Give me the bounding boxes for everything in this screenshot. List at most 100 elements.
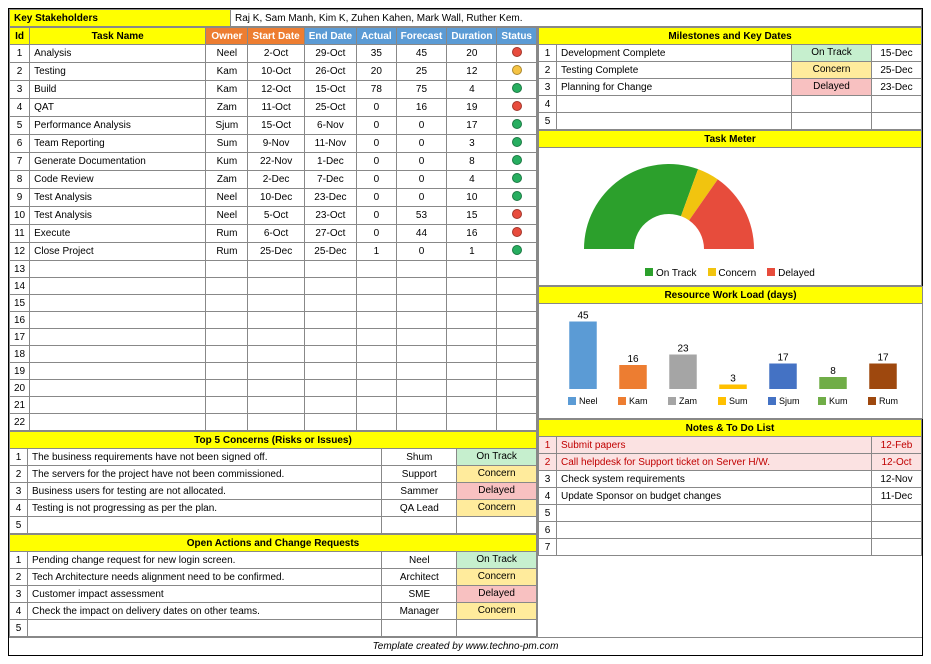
task-actual[interactable] [357,363,397,380]
concern-text[interactable]: Testing is not progressing as per the pl… [27,500,381,517]
concern-owner[interactable] [382,517,457,534]
task-end[interactable] [304,380,356,397]
task-start[interactable]: 10-Dec [248,189,304,207]
concern-row[interactable]: 3Business users for testing are not allo… [10,483,537,500]
task-forecast[interactable] [396,397,447,414]
task-actual[interactable]: 0 [357,153,397,171]
task-name[interactable] [30,346,206,363]
task-actual[interactable]: 0 [357,171,397,189]
milestone-row[interactable]: 1Development CompleteOn Track15-Dec [539,45,922,62]
task-row[interactable]: 4QATZam11-Oct25-Oct01619 [10,99,537,117]
task-forecast[interactable]: 0 [396,153,447,171]
task-row[interactable]: 9Test AnalysisNeel10-Dec23-Dec0010 [10,189,537,207]
task-name[interactable] [30,380,206,397]
task-forecast[interactable]: 75 [396,81,447,99]
task-owner[interactable] [206,329,248,346]
task-actual[interactable] [357,295,397,312]
task-start[interactable]: 11-Oct [248,99,304,117]
note-row[interactable]: 5 [539,505,922,522]
task-duration[interactable] [447,278,497,295]
task-end[interactable]: 1-Dec [304,153,356,171]
task-owner[interactable]: Kam [206,63,248,81]
task-end[interactable] [304,397,356,414]
milestone-row[interactable]: 3Planning for ChangeDelayed23-Dec [539,79,922,96]
task-start[interactable] [248,414,304,431]
task-actual[interactable]: 0 [357,99,397,117]
action-text[interactable]: Customer impact assessment [27,586,381,603]
concern-row[interactable]: 4Testing is not progressing as per the p… [10,500,537,517]
note-row[interactable]: 1Submit papers12-Feb [539,437,922,454]
task-forecast[interactable]: 45 [396,45,447,63]
task-owner[interactable]: Rum [206,225,248,243]
task-actual[interactable]: 0 [357,225,397,243]
task-row[interactable]: 16 [10,312,537,329]
task-name[interactable] [30,414,206,431]
task-actual[interactable]: 0 [357,135,397,153]
task-end[interactable]: 25-Dec [304,243,356,261]
task-end[interactable]: 6-Nov [304,117,356,135]
task-name[interactable]: Build [30,81,206,99]
task-start[interactable] [248,295,304,312]
task-row[interactable]: 10Test AnalysisNeel5-Oct23-Oct05315 [10,207,537,225]
task-forecast[interactable] [396,329,447,346]
task-duration[interactable] [447,363,497,380]
task-forecast[interactable] [396,414,447,431]
task-owner[interactable]: Kum [206,153,248,171]
task-start[interactable] [248,261,304,278]
task-name[interactable] [30,261,206,278]
stakeholders-value[interactable]: Raj K, Sam Manh, Kim K, Zuhen Kahen, Mar… [231,10,922,27]
note-date[interactable] [872,505,922,522]
task-duration[interactable] [447,261,497,278]
task-end[interactable]: 23-Dec [304,189,356,207]
task-start[interactable]: 25-Dec [248,243,304,261]
note-text[interactable]: Call helpdesk for Support ticket on Serv… [557,454,872,471]
note-row[interactable]: 7 [539,539,922,556]
concern-text[interactable] [27,517,381,534]
task-row[interactable]: 8Code ReviewZam2-Dec7-Dec004 [10,171,537,189]
task-forecast[interactable]: 0 [396,189,447,207]
note-row[interactable]: 3Check system requirements12-Nov [539,471,922,488]
note-row[interactable]: 4Update Sponsor on budget changes11-Dec [539,488,922,505]
task-duration[interactable]: 3 [447,135,497,153]
task-start[interactable] [248,346,304,363]
task-end[interactable]: 29-Oct [304,45,356,63]
concern-owner[interactable]: Support [382,466,457,483]
task-owner[interactable]: Neel [206,45,248,63]
task-actual[interactable]: 0 [357,189,397,207]
task-owner[interactable] [206,363,248,380]
task-row[interactable]: 20 [10,380,537,397]
task-forecast[interactable] [396,312,447,329]
task-row[interactable]: 12Close ProjectRum25-Dec25-Dec101 [10,243,537,261]
task-start[interactable] [248,380,304,397]
task-forecast[interactable] [396,380,447,397]
task-owner[interactable]: Kam [206,81,248,99]
action-row[interactable]: 5 [10,620,537,637]
note-date[interactable] [872,522,922,539]
task-row[interactable]: 1AnalysisNeel2-Oct29-Oct354520 [10,45,537,63]
task-owner[interactable]: Rum [206,243,248,261]
task-forecast[interactable] [396,261,447,278]
task-start[interactable]: 22-Nov [248,153,304,171]
task-actual[interactable] [357,278,397,295]
task-name[interactable]: Close Project [30,243,206,261]
task-end[interactable]: 15-Oct [304,81,356,99]
task-forecast[interactable]: 0 [396,243,447,261]
action-owner[interactable]: Architect [382,569,457,586]
concern-text[interactable]: Business users for testing are not alloc… [27,483,381,500]
task-duration[interactable] [447,380,497,397]
action-row[interactable]: 1Pending change request for new login sc… [10,552,537,569]
task-end[interactable]: 25-Oct [304,99,356,117]
task-start[interactable]: 9-Nov [248,135,304,153]
task-start[interactable]: 5-Oct [248,207,304,225]
task-owner[interactable] [206,312,248,329]
action-text[interactable]: Pending change request for new login scr… [27,552,381,569]
action-owner[interactable]: Manager [382,603,457,620]
task-row[interactable]: 7Generate DocumentationKum22-Nov1-Dec008 [10,153,537,171]
task-forecast[interactable]: 44 [396,225,447,243]
note-text[interactable]: Update Sponsor on budget changes [557,488,872,505]
action-owner[interactable] [382,620,457,637]
task-forecast[interactable]: 0 [396,117,447,135]
task-start[interactable] [248,278,304,295]
task-start[interactable] [248,363,304,380]
task-name[interactable]: Performance Analysis [30,117,206,135]
